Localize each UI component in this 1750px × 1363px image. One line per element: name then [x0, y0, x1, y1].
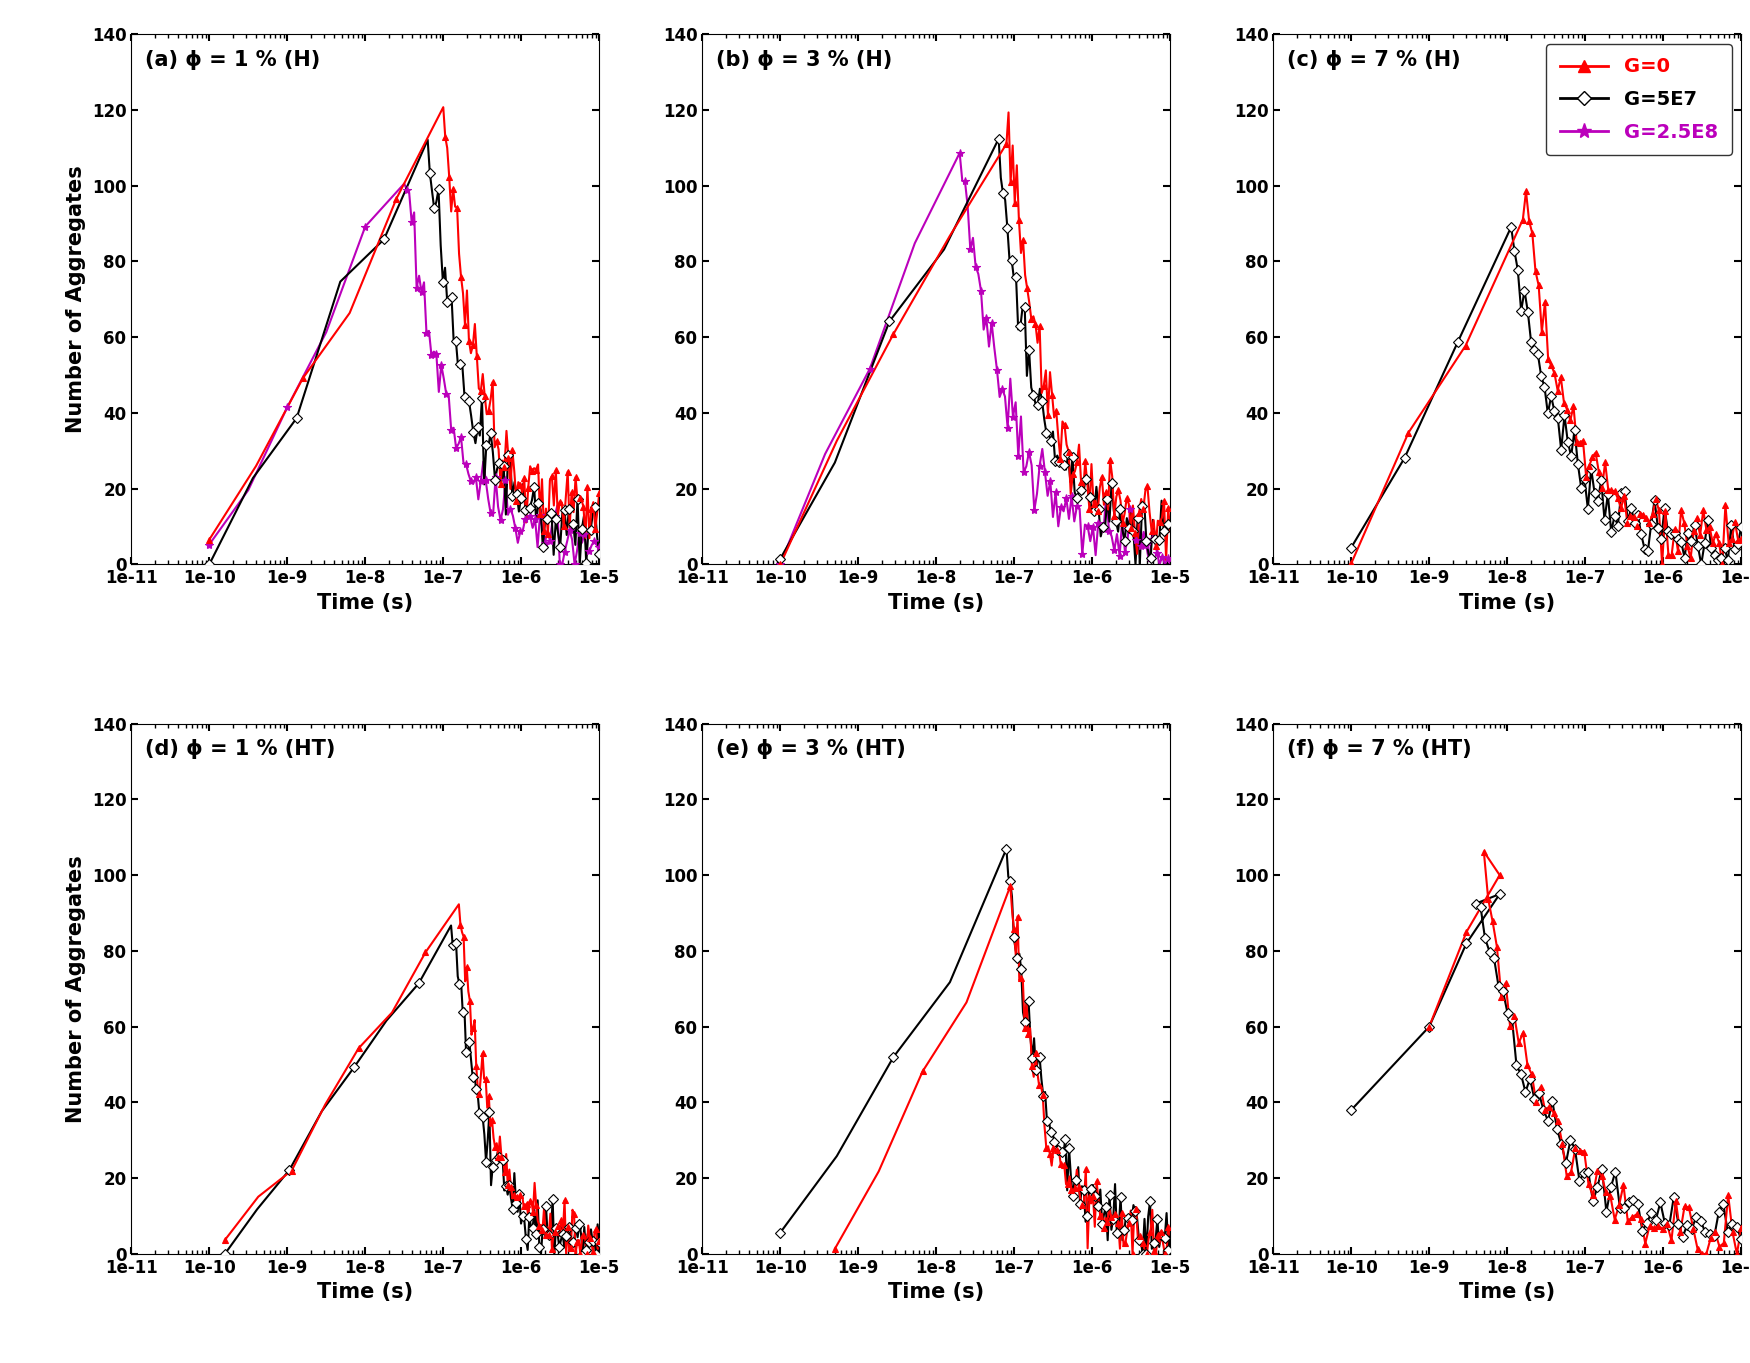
X-axis label: Time (s): Time (s): [889, 593, 984, 613]
Text: (a) ϕ = 1 % (H): (a) ϕ = 1 % (H): [145, 50, 320, 70]
X-axis label: Time (s): Time (s): [1460, 593, 1556, 613]
X-axis label: Time (s): Time (s): [1460, 1283, 1556, 1303]
Text: (b) ϕ = 3 % (H): (b) ϕ = 3 % (H): [716, 50, 892, 70]
Text: (f) ϕ = 7 % (HT): (f) ϕ = 7 % (HT): [1288, 740, 1472, 759]
X-axis label: Time (s): Time (s): [317, 1283, 413, 1303]
Legend: G=0, G=5E7, G=2.5E8: G=0, G=5E7, G=2.5E8: [1545, 44, 1731, 155]
Y-axis label: Number of Aggregates: Number of Aggregates: [66, 165, 86, 433]
X-axis label: Time (s): Time (s): [889, 1283, 984, 1303]
Text: (e) ϕ = 3 % (HT): (e) ϕ = 3 % (HT): [716, 740, 907, 759]
Text: (d) ϕ = 1 % (HT): (d) ϕ = 1 % (HT): [145, 740, 336, 759]
X-axis label: Time (s): Time (s): [317, 593, 413, 613]
Y-axis label: Number of Aggregates: Number of Aggregates: [66, 855, 86, 1123]
Text: (c) ϕ = 7 % (H): (c) ϕ = 7 % (H): [1288, 50, 1461, 70]
